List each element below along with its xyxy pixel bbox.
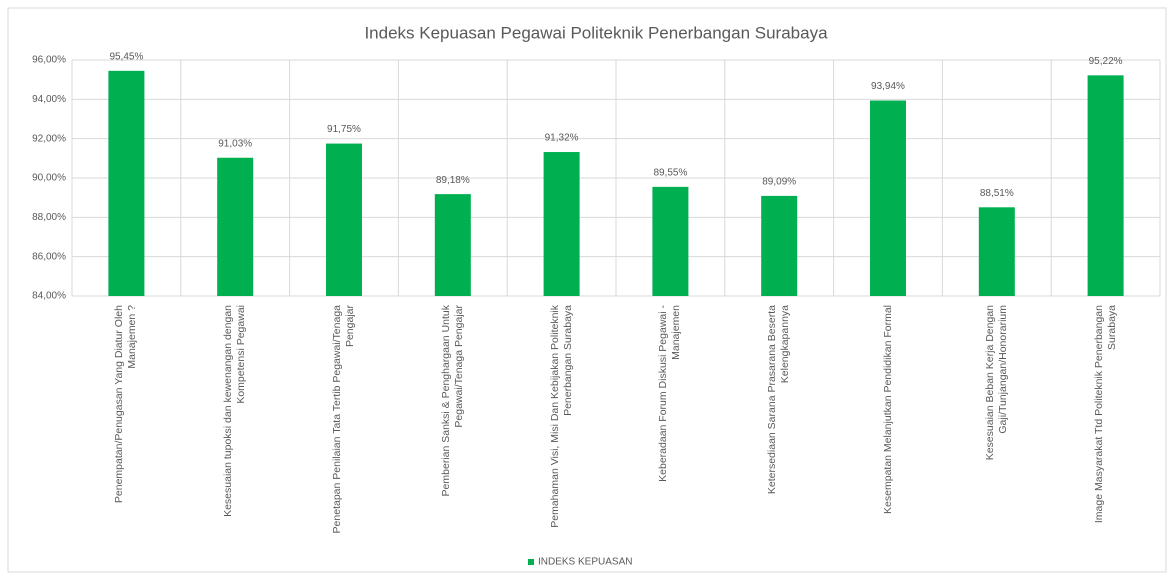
x-tick-label: Penetapan Penilaian Tata Tertib Pegawai/… <box>313 305 375 535</box>
x-tick-label: Pemahaman Visi, Misi Dan Kebijakan Polit… <box>531 305 593 535</box>
bar <box>761 195 798 296</box>
x-tick-label: Kesesuaian tupoksi dan kewenangan dengan… <box>204 305 266 535</box>
x-tick-label: Penempatan/Penugasan Yang Diatur Oleh Ma… <box>95 305 157 535</box>
y-tick-label: 88,00% <box>32 212 66 223</box>
bar <box>217 157 254 296</box>
x-tick-label: Pemberian Sanksi & Penghargaan Untuk Peg… <box>422 305 484 535</box>
data-label: 95,22% <box>1089 56 1123 67</box>
bar <box>870 100 906 296</box>
data-label: 91,03% <box>218 138 252 149</box>
y-tick-label: 92,00% <box>32 133 66 144</box>
x-tick-text: Pemberian Sanksi & Penghargaan Untuk Peg… <box>439 305 465 497</box>
data-label: 91,32% <box>545 133 579 144</box>
x-tick-text: Image Masyarakat Ttd Politeknik Penerban… <box>1092 305 1118 524</box>
x-tick-text: Kesempatan Melanjutkan Pendidikan Formal <box>881 305 894 514</box>
legend-label: INDEKS KEPUASAN <box>538 557 632 568</box>
x-tick-label: Ketersediaan Sarana Prasarana Beserta Ke… <box>748 305 810 535</box>
y-tick-label: 86,00% <box>32 251 66 262</box>
bar <box>652 186 689 296</box>
x-tick-label: Image Masyarakat Ttd Politeknik Penerban… <box>1075 305 1137 535</box>
y-tick-label: 96,00% <box>32 55 66 66</box>
x-tick-label: Kesempatan Melanjutkan Pendidikan Formal <box>857 305 919 535</box>
x-tick-text: Kesesuaian Beban Kerja Dengan Gaji/Tunja… <box>983 305 1009 461</box>
y-tick-label: 84,00% <box>32 291 66 302</box>
data-label: 89,09% <box>762 177 796 188</box>
x-tick-text: Kesesuaian tupoksi dan kewenangan dengan… <box>222 305 248 517</box>
x-tick-text: Pemahaman Visi, Misi Dan Kebijakan Polit… <box>548 305 574 528</box>
x-tick-text: Keberadaan Forum Diskusi Pegawai - Manaj… <box>657 305 683 482</box>
x-tick-label: Kesesuaian Beban Kerja Dengan Gaji/Tunja… <box>966 305 1028 535</box>
bar <box>978 207 1015 296</box>
chart-title: Indeks Kepuasan Pegawai Politeknik Pener… <box>364 23 828 42</box>
y-tick-label: 94,00% <box>32 94 66 105</box>
bar <box>1087 75 1124 296</box>
x-tick-text: Penetapan Penilaian Tata Tertib Pegawai/… <box>331 305 356 534</box>
y-tick-label: 90,00% <box>32 173 66 184</box>
x-tick-text: Ketersediaan Sarana Prasarana Beserta Ke… <box>766 305 792 495</box>
data-label: 91,75% <box>327 124 361 135</box>
bar <box>108 70 145 296</box>
data-label: 89,55% <box>653 167 687 178</box>
data-label: 89,18% <box>436 175 470 186</box>
chart-frame <box>7 7 1167 573</box>
legend-swatch <box>528 559 534 565</box>
data-label: 88,51% <box>980 188 1014 199</box>
data-label: 95,45% <box>109 51 143 62</box>
data-label: 93,94% <box>871 81 905 92</box>
bar <box>434 194 471 296</box>
x-tick-text: Penempatan/Penugasan Yang Diatur Oleh Ma… <box>113 305 139 504</box>
x-tick-label: Keberadaan Forum Diskusi Pegawai - Manaj… <box>639 305 701 535</box>
bar <box>326 143 362 296</box>
bar <box>543 152 580 296</box>
